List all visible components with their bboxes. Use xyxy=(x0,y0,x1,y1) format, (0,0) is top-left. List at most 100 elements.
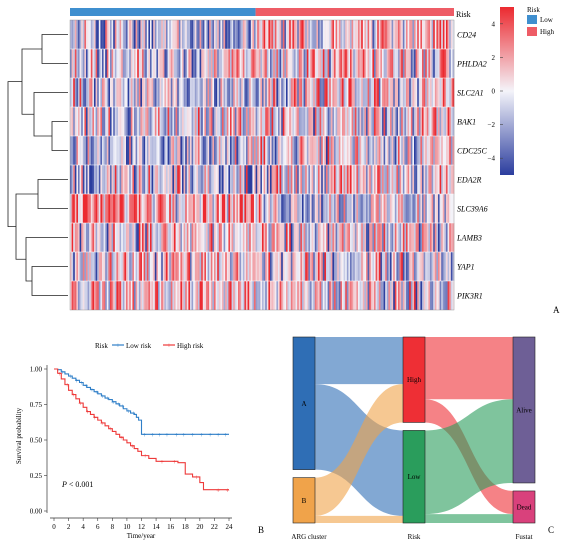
heatmap-cell xyxy=(410,252,413,281)
heatmap-cell xyxy=(134,252,136,281)
heatmap-cell xyxy=(260,281,263,310)
heatmap-cell xyxy=(257,20,260,49)
heatmap-cell xyxy=(266,194,269,223)
heatmap-cell xyxy=(138,49,141,78)
heatmap-cell xyxy=(87,20,90,49)
heatmap-cell xyxy=(409,165,412,194)
heatmap-cell xyxy=(158,223,160,252)
heatmap-cell xyxy=(263,165,266,194)
heatmap-cell xyxy=(121,223,124,252)
heatmap-cell xyxy=(222,20,224,49)
heatmap-cell xyxy=(284,49,287,78)
heatmap-cell xyxy=(188,252,191,281)
heatmap-cell xyxy=(218,223,221,252)
heatmap-cell xyxy=(300,165,303,194)
sankey-node-a xyxy=(292,336,316,470)
heatmap-cell xyxy=(294,281,296,310)
heatmap-cell xyxy=(418,136,421,165)
heatmap-cell xyxy=(89,49,92,78)
heatmap-cell xyxy=(415,78,418,107)
heatmap-cell xyxy=(116,49,119,78)
heatmap-cell xyxy=(297,136,300,165)
heatmap-cell xyxy=(130,107,133,136)
heatmap-cell xyxy=(226,281,229,310)
heatmap-cell xyxy=(246,107,248,136)
heatmap-cell xyxy=(401,107,404,136)
heatmap-cell xyxy=(414,223,416,252)
heatmap-cell xyxy=(118,194,120,223)
heatmap-cell xyxy=(265,281,268,310)
heatmap-cell xyxy=(263,20,266,49)
heatmap-cell xyxy=(122,223,125,252)
heatmap-cell xyxy=(84,78,87,107)
heatmap-cell xyxy=(298,223,301,252)
heatmap-cell xyxy=(287,78,290,107)
heatmap-cell xyxy=(183,281,186,310)
heatmap-cell xyxy=(89,194,92,223)
heatmap-cell xyxy=(236,49,239,78)
heatmap-cell xyxy=(398,107,400,136)
heatmap-cell xyxy=(81,136,84,165)
heatmap-cell xyxy=(110,49,112,78)
heatmap-cell xyxy=(178,136,181,165)
heatmap-cell xyxy=(361,49,364,78)
heatmap-cell xyxy=(196,281,199,310)
heatmap-cell xyxy=(332,223,335,252)
heatmap-cell xyxy=(362,165,365,194)
heatmap-cell xyxy=(372,49,375,78)
heatmap-cell xyxy=(170,136,173,165)
heatmap-cell xyxy=(356,20,359,49)
heatmap-cell xyxy=(406,20,408,49)
heatmap-cell xyxy=(393,223,396,252)
heatmap-cell xyxy=(182,165,184,194)
p-value: P < 0.001 xyxy=(61,480,93,489)
heatmap-cell xyxy=(153,20,156,49)
heatmap-cell xyxy=(129,252,132,281)
heatmap-cell xyxy=(372,107,375,136)
heatmap-cell xyxy=(258,165,261,194)
heatmap-cell xyxy=(348,49,351,78)
heatmap-cell xyxy=(412,49,415,78)
heatmap-cell xyxy=(134,78,136,107)
heatmap-cell xyxy=(449,281,452,310)
heatmap-cell xyxy=(303,281,306,310)
heatmap-cell xyxy=(146,49,149,78)
heatmap-cell xyxy=(354,252,357,281)
heatmap-cell xyxy=(306,78,309,107)
heatmap-cell xyxy=(127,78,130,107)
heatmap-cell xyxy=(274,281,277,310)
heatmap-cell xyxy=(86,78,88,107)
heatmap-cell xyxy=(332,78,335,107)
heatmap-cell xyxy=(153,223,156,252)
km-legend: Risk + Low risk + High risk xyxy=(95,342,204,351)
heatmap-cell xyxy=(281,165,284,194)
heatmap-cell xyxy=(322,136,325,165)
heatmap-cell xyxy=(358,107,360,136)
heatmap-cell xyxy=(401,194,404,223)
heatmap-cell xyxy=(433,136,436,165)
heatmap-cell xyxy=(137,107,140,136)
heatmap-cell xyxy=(394,107,397,136)
heatmap-cell xyxy=(172,49,175,78)
heatmap-cell xyxy=(370,136,373,165)
heatmap-cell xyxy=(385,78,388,107)
heatmap-cell xyxy=(108,107,111,136)
heatmap-cell xyxy=(262,252,264,281)
heatmap-cell xyxy=(183,194,186,223)
heatmap-cell xyxy=(244,281,247,310)
heatmap-cell xyxy=(174,78,176,107)
heatmap-cell xyxy=(396,194,399,223)
km-censor-mark: + xyxy=(199,431,203,439)
heatmap-cell xyxy=(226,252,229,281)
heatmap-cell xyxy=(306,49,309,78)
heatmap-cell xyxy=(385,223,388,252)
heatmap-cell xyxy=(212,281,215,310)
heatmap-cell xyxy=(172,136,175,165)
heatmap-cell xyxy=(124,20,127,49)
heatmap-cell xyxy=(334,20,336,49)
heatmap-cell xyxy=(404,194,407,223)
heatmap-cell xyxy=(156,194,159,223)
heatmap-cell xyxy=(260,20,263,49)
heatmap-cell xyxy=(366,20,368,49)
